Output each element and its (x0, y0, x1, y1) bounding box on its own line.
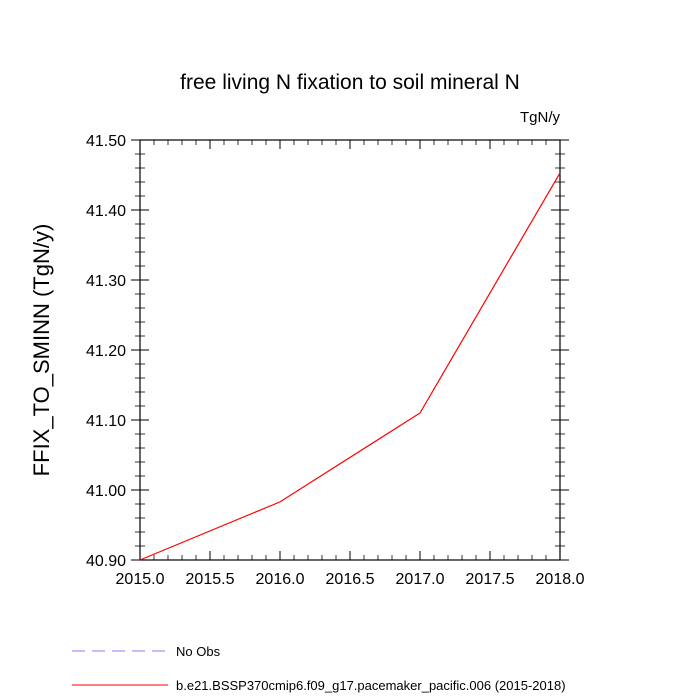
y-tick-label: 41.10 (86, 413, 126, 430)
x-tick-label: 2017.5 (466, 571, 515, 588)
legend-label: b.e21.BSSP370cmip6.f09_g17.pacemaker_pac… (176, 678, 566, 693)
series-layer (139, 172, 561, 561)
x-tick-label: 2016.5 (326, 571, 375, 588)
units-label: TgN/y (520, 109, 561, 126)
plot-frame (139, 139, 561, 561)
legend: No Obs b.e21.BSSP370cmip6.f09_g17.pacemak… (72, 644, 566, 693)
y-tick-label: 41.00 (86, 483, 126, 500)
x-tick-label: 2015.5 (186, 571, 235, 588)
series-line (139, 172, 561, 561)
y-tick-label: 41.20 (86, 343, 126, 360)
chart-title: free living N fixation to soil mineral N (180, 71, 520, 94)
y-tick-label: 41.30 (86, 273, 126, 290)
x-tick-label: 2017.0 (396, 571, 445, 588)
x-tick-label: 2016.0 (256, 571, 305, 588)
axis-tick-labels: 2015.0 2015.5 2016.0 2016.5 2017.0 2017.5 2018… (86, 133, 585, 588)
y-tick-label: 40.90 (86, 553, 126, 570)
axis-ticks (131, 139, 569, 561)
legend-label: No Obs (176, 644, 221, 659)
y-tick-label: 41.50 (86, 133, 126, 150)
x-tick-label: 2015.0 (116, 571, 165, 588)
y-tick-label: 41.40 (86, 203, 126, 220)
x-tick-label: 2018.0 (536, 571, 585, 588)
y-axis-label: FFIX_TO_SMINN (TgN/y) (29, 224, 54, 477)
